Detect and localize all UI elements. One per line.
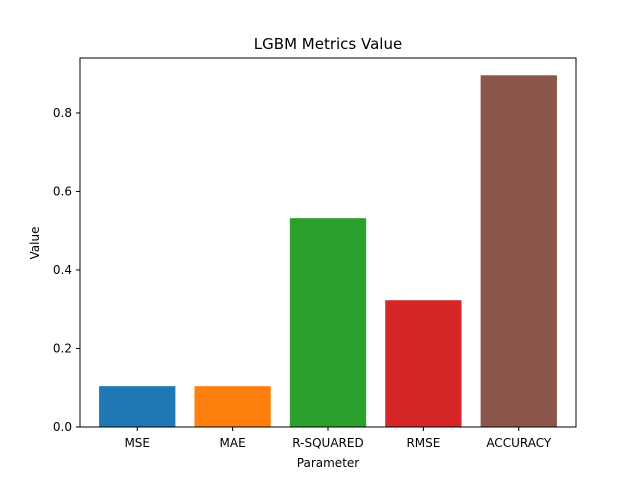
bar-r-squared xyxy=(289,218,367,427)
y-tick-label: 0.6 xyxy=(53,184,72,198)
x-tick-label: ACCURACY xyxy=(486,436,552,450)
y-axis-ticks: 0.0 0.2 0.4 0.6 0.8 xyxy=(53,106,80,434)
bar-accuracy xyxy=(480,75,557,427)
chart-title: LGBM Metrics Value xyxy=(254,35,402,53)
y-axis-label: Value xyxy=(28,227,42,260)
y-tick-label: 0.2 xyxy=(53,341,72,355)
y-tick-label: 0.4 xyxy=(53,263,72,277)
x-axis-label: Parameter xyxy=(297,456,359,470)
x-tick-label: R-SQUARED xyxy=(292,436,363,450)
bar-rmse xyxy=(385,300,462,427)
bar-mae xyxy=(194,386,271,427)
x-tick-label: MAE xyxy=(220,436,246,450)
x-tick-label: RMSE xyxy=(406,436,440,450)
x-axis-ticks: MSE MAE R-SQUARED RMSE ACCURACY xyxy=(124,427,552,450)
bar-mse xyxy=(99,386,176,427)
y-tick-label: 0.8 xyxy=(53,106,72,120)
plot-frame xyxy=(79,57,577,428)
y-tick-label: 0.0 xyxy=(53,420,72,434)
x-tick-label: MSE xyxy=(124,436,150,450)
bars-group xyxy=(99,75,557,427)
